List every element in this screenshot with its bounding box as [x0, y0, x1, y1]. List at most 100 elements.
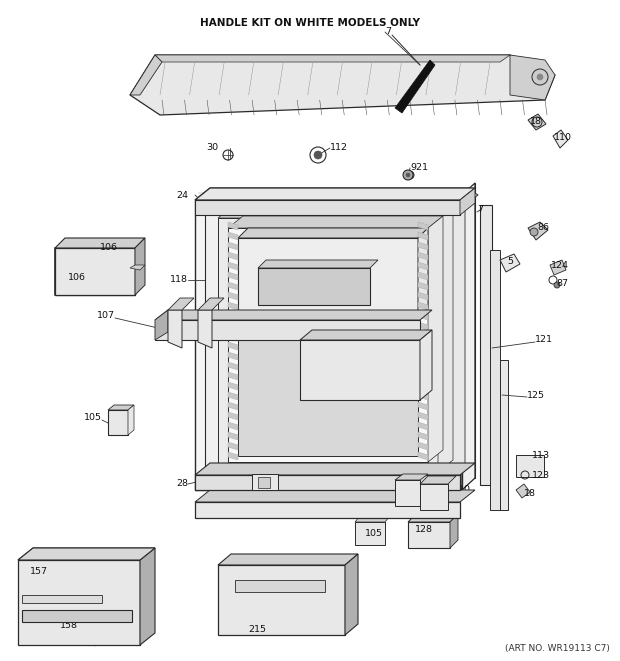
Text: 128: 128	[415, 525, 433, 535]
Polygon shape	[128, 405, 134, 435]
Polygon shape	[418, 282, 428, 290]
Text: 86: 86	[537, 223, 549, 233]
Polygon shape	[18, 548, 155, 560]
Polygon shape	[195, 490, 475, 502]
Bar	[490, 250, 500, 510]
Text: 150: 150	[404, 344, 422, 352]
Polygon shape	[228, 352, 238, 360]
Polygon shape	[418, 352, 428, 360]
Polygon shape	[345, 554, 358, 635]
Polygon shape	[418, 342, 428, 350]
Polygon shape	[408, 514, 458, 522]
Polygon shape	[108, 410, 128, 435]
Bar	[22, 610, 132, 622]
Polygon shape	[168, 310, 182, 348]
Polygon shape	[218, 565, 345, 635]
Polygon shape	[420, 476, 456, 484]
Polygon shape	[228, 322, 238, 330]
Polygon shape	[500, 254, 520, 272]
Bar	[500, 360, 508, 510]
Polygon shape	[228, 442, 238, 450]
Polygon shape	[130, 55, 555, 115]
Polygon shape	[418, 292, 428, 300]
Polygon shape	[418, 372, 428, 380]
Polygon shape	[418, 222, 428, 230]
Polygon shape	[228, 282, 238, 290]
Polygon shape	[195, 502, 460, 518]
Text: 30: 30	[206, 143, 218, 153]
Polygon shape	[130, 55, 162, 95]
Text: 118: 118	[170, 276, 188, 284]
Polygon shape	[418, 432, 428, 440]
Polygon shape	[218, 206, 453, 218]
Text: 5: 5	[507, 258, 513, 266]
Text: 106: 106	[100, 243, 118, 253]
Polygon shape	[218, 218, 438, 472]
Text: 157: 157	[30, 568, 48, 576]
Polygon shape	[228, 362, 238, 370]
Circle shape	[554, 282, 560, 288]
Polygon shape	[300, 330, 432, 340]
Polygon shape	[228, 228, 428, 462]
Polygon shape	[408, 522, 450, 548]
Polygon shape	[258, 260, 378, 268]
Circle shape	[463, 192, 471, 200]
Circle shape	[314, 151, 322, 159]
Circle shape	[406, 173, 410, 177]
Polygon shape	[418, 442, 428, 450]
Polygon shape	[228, 412, 238, 420]
Text: 158: 158	[60, 621, 78, 629]
Polygon shape	[205, 196, 465, 208]
Text: 7: 7	[385, 28, 391, 36]
Polygon shape	[228, 232, 238, 240]
Polygon shape	[238, 228, 428, 238]
Polygon shape	[228, 372, 238, 380]
Text: 110: 110	[554, 134, 572, 143]
Polygon shape	[228, 452, 238, 460]
Bar	[516, 455, 544, 477]
Bar	[238, 238, 418, 456]
Circle shape	[537, 74, 543, 80]
Bar	[480, 205, 492, 485]
Text: 921: 921	[410, 163, 428, 173]
Polygon shape	[228, 342, 238, 350]
Text: 112: 112	[330, 143, 348, 153]
Polygon shape	[355, 516, 390, 522]
Text: 18: 18	[530, 118, 542, 126]
Polygon shape	[108, 405, 134, 410]
Polygon shape	[418, 272, 428, 280]
Polygon shape	[550, 260, 566, 275]
Polygon shape	[420, 484, 448, 510]
Polygon shape	[168, 298, 194, 310]
Polygon shape	[418, 232, 428, 240]
Polygon shape	[198, 310, 212, 348]
Text: 26: 26	[226, 479, 238, 488]
Text: 105: 105	[84, 414, 102, 422]
Text: 215: 215	[248, 625, 266, 635]
Polygon shape	[228, 332, 238, 340]
Polygon shape	[418, 332, 428, 340]
Text: 106: 106	[68, 274, 86, 282]
Text: 124: 124	[551, 262, 569, 270]
Polygon shape	[460, 188, 475, 490]
Polygon shape	[228, 312, 238, 320]
Polygon shape	[418, 422, 428, 430]
Polygon shape	[418, 382, 428, 390]
Polygon shape	[418, 252, 428, 260]
Polygon shape	[155, 55, 510, 62]
Polygon shape	[553, 130, 568, 148]
Polygon shape	[258, 268, 370, 305]
Text: 109: 109	[315, 305, 333, 315]
Polygon shape	[228, 392, 238, 400]
Polygon shape	[195, 188, 475, 200]
Text: 87: 87	[556, 280, 568, 288]
Polygon shape	[195, 200, 460, 215]
Polygon shape	[528, 222, 548, 240]
Polygon shape	[418, 392, 428, 400]
Polygon shape	[428, 216, 443, 462]
Text: 104: 104	[418, 490, 436, 498]
Circle shape	[225, 479, 231, 485]
Polygon shape	[140, 548, 155, 645]
Polygon shape	[228, 422, 238, 430]
Polygon shape	[355, 522, 385, 545]
